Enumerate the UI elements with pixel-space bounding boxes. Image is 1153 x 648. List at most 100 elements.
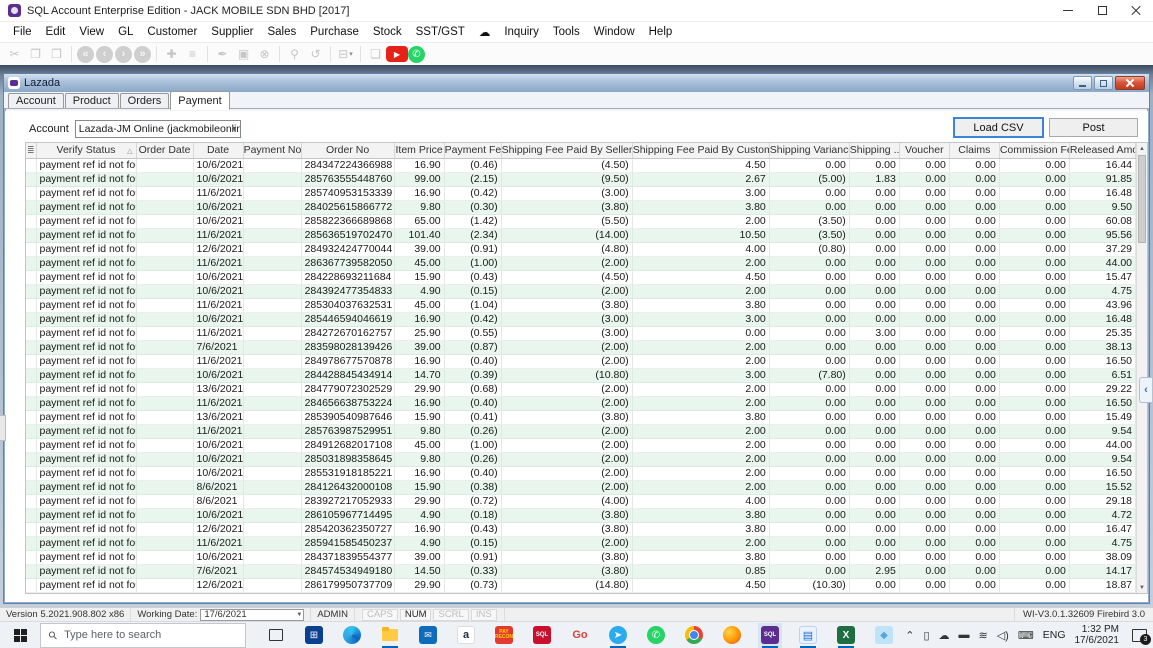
menu-item-sstgst[interactable]: SST/GST	[415, 26, 465, 38]
table-row[interactable]: payment ref id not found 11/6/2021 2842726…	[26, 326, 1137, 341]
notification-center-icon[interactable]: 3	[1132, 628, 1151, 645]
load-csv-button[interactable]: Load CSV	[954, 118, 1043, 137]
last-record-icon[interactable]: »	[134, 45, 151, 63]
menu-item-sales[interactable]: Sales	[267, 26, 297, 38]
cancel-icon[interactable]: ⊗	[259, 47, 270, 61]
menu-item-customer[interactable]: Customer	[147, 26, 198, 38]
table-row[interactable]: payment ref id not found 10/6/2021 2843718…	[26, 550, 1137, 565]
whatsapp-icon[interactable]: ✆	[408, 45, 425, 63]
table-row[interactable]: payment ref id not found 11/6/2021 2853040…	[26, 298, 1137, 313]
next-record-icon[interactable]: ›	[115, 45, 132, 63]
start-button[interactable]	[0, 622, 40, 648]
post-button[interactable]: Post	[1049, 118, 1138, 137]
column-header-order-date[interactable]: Order Date	[136, 143, 194, 159]
column-header-order-no[interactable]: Order No	[301, 143, 395, 159]
menu-item-file[interactable]: File	[13, 26, 32, 38]
table-row[interactable]: payment ref id not found 10/6/2021 2842286…	[26, 270, 1137, 285]
tab-account[interactable]: Account	[8, 93, 64, 109]
touch-keyboard-icon[interactable]: ⌨	[1017, 629, 1034, 642]
table-row[interactable]: payment ref id not found 11/6/2021 2857639…	[26, 424, 1137, 439]
column-header-item-price[interactable]: Item Price	[394, 143, 445, 159]
column-header-voucher[interactable]: Voucher	[899, 143, 950, 159]
lazada-minimize-button[interactable]	[1073, 76, 1092, 90]
search-icon[interactable]: ⚲	[290, 47, 299, 61]
volume-icon[interactable]: ◁)	[996, 629, 1009, 642]
table-row[interactable]: payment ref id not found 10/6/2021 2843472…	[26, 158, 1137, 173]
menu-item-purchase[interactable]: Purchase	[310, 26, 359, 38]
youtube-icon[interactable]: ▶	[386, 46, 408, 62]
table-row[interactable]: payment ref id not found 11/6/2021 2857409…	[26, 186, 1137, 201]
scrollbar-thumb[interactable]	[1138, 155, 1146, 243]
excel-taskbar-button[interactable]: X	[834, 623, 858, 648]
table-row[interactable]: payment ref id not found 11/6/2021 2856365…	[26, 228, 1137, 243]
save-icon[interactable]: ▣	[237, 47, 250, 61]
table-row[interactable]: payment ref id not found 10/6/2021 2840256…	[26, 200, 1137, 215]
column-header-payment-no[interactable]: Payment No	[243, 143, 302, 159]
tab-payment[interactable]: Payment	[170, 91, 230, 110]
column-header-released-amo[interactable]: Released Amo...	[1069, 143, 1137, 159]
file-explorer-taskbar-button[interactable]	[378, 623, 402, 648]
table-row[interactable]: payment ref id not found 10/6/2021 2849126…	[26, 438, 1137, 453]
menu-item-help[interactable]: Help	[648, 26, 673, 38]
list-icon[interactable]: ≡	[188, 47, 196, 61]
table-row[interactable]: payment ref id not found 10/6/2021 2844288…	[26, 368, 1137, 383]
menu-item-stock[interactable]: Stock	[372, 26, 402, 38]
table-row[interactable]: payment ref id not found 11/6/2021 2849786…	[26, 354, 1137, 369]
taskbar-search-input[interactable]: ⚲ Type here to search	[40, 622, 246, 648]
onedrive-icon[interactable]: ☁	[938, 629, 950, 642]
phone-link-icon[interactable]: ▯	[923, 629, 930, 642]
payrecon-taskbar-button[interactable]: PAY RECON	[492, 623, 516, 648]
table-row[interactable]: payment ref id not found 12/6/2021 2854203…	[26, 522, 1137, 537]
mail-taskbar-button[interactable]: ✉	[416, 623, 440, 648]
column-header-date[interactable]: Date	[193, 143, 244, 159]
table-row[interactable]: payment ref id not found 8/6/2021 28412643…	[26, 480, 1137, 495]
grid-menu-button[interactable]: ≣	[26, 143, 37, 159]
table-row[interactable]: payment ref id not found 12/6/2021 2849324…	[26, 242, 1137, 257]
first-record-icon[interactable]: «	[77, 45, 94, 63]
chevron-up-icon[interactable]: ⌃	[905, 629, 915, 642]
vertical-scrollbar[interactable]: ▲ ▼	[1136, 143, 1147, 593]
lazada-close-button[interactable]	[1115, 76, 1145, 90]
go-taskbar-button[interactable]: Go	[568, 623, 592, 648]
print-icon[interactable]: ⊟ ▾	[338, 47, 353, 61]
menu-item-edit[interactable]: Edit	[45, 26, 66, 38]
column-header-shipping-variance[interactable]: Shipping Variance	[769, 143, 850, 159]
table-row[interactable]: payment ref id not found 10/6/2021 2861059…	[26, 508, 1137, 523]
menu-item-inquiry[interactable]: Inquiry	[504, 26, 539, 38]
scroll-down-icon[interactable]: ▼	[1137, 582, 1147, 593]
column-header-verify-status[interactable]: Verify Status △	[36, 143, 137, 159]
column-header-commission-fee[interactable]: Commission Fee	[999, 143, 1070, 159]
prev-record-icon[interactable]: ‹	[96, 45, 113, 63]
cut-icon[interactable]: ✂	[9, 47, 20, 61]
usb-icon[interactable]: ▬	[958, 629, 970, 641]
table-row[interactable]: payment ref id not found 11/6/2021 2859415…	[26, 536, 1137, 551]
column-header-shipping-fee-paid-by-customer[interactable]: Shipping Fee Paid By Customer	[632, 143, 770, 159]
column-header-shipping[interactable]: Shipping ...	[849, 143, 900, 159]
table-row[interactable]: payment ref id not found 7/6/2021 28457453…	[26, 564, 1137, 579]
sql-account-taskbar-button[interactable]: SQL	[758, 622, 782, 648]
copy-icon[interactable]: ❐	[30, 47, 41, 61]
minimize-button[interactable]	[1051, 0, 1085, 21]
table-row[interactable]: payment ref id not found 10/6/2021 2854465…	[26, 312, 1137, 327]
maximize-button[interactable]	[1085, 0, 1119, 21]
whatsapp-taskbar-button[interactable]: ✆	[644, 623, 668, 648]
paste-icon[interactable]: ❒	[51, 47, 62, 61]
new-icon[interactable]: ✚	[166, 47, 177, 61]
store-taskbar-button[interactable]: ⊞	[302, 623, 326, 648]
table-row[interactable]: payment ref id not found 7/6/2021 28359802…	[26, 340, 1137, 355]
firefox-taskbar-button[interactable]	[720, 623, 744, 648]
chrome-taskbar-button[interactable]	[682, 623, 706, 648]
task-view-taskbar-button[interactable]	[264, 623, 288, 648]
tab-product[interactable]: Product	[64, 93, 119, 109]
preview-icon[interactable]: ❏	[370, 47, 381, 61]
working-date-select[interactable]: 17/6/2021 ▼	[200, 608, 305, 621]
table-row[interactable]: payment ref id not found 10/6/2021 2858223…	[26, 214, 1137, 229]
table-row[interactable]: payment ref id not found 10/6/2021 2843924…	[26, 284, 1137, 299]
table-row[interactable]: payment ref id not found 12/6/2021 2861799…	[26, 578, 1137, 594]
language-indicator[interactable]: ENG	[1042, 629, 1066, 641]
table-row[interactable]: payment ref id not found 10/6/2021 2855319…	[26, 466, 1137, 481]
table-row[interactable]: payment ref id not found 10/6/2021 2850318…	[26, 452, 1137, 467]
edge-taskbar-button[interactable]	[340, 623, 364, 648]
menu-item-gl[interactable]: GL	[118, 26, 134, 38]
taskbar-clock[interactable]: 1:32 PM 17/6/2021	[1075, 624, 1120, 646]
